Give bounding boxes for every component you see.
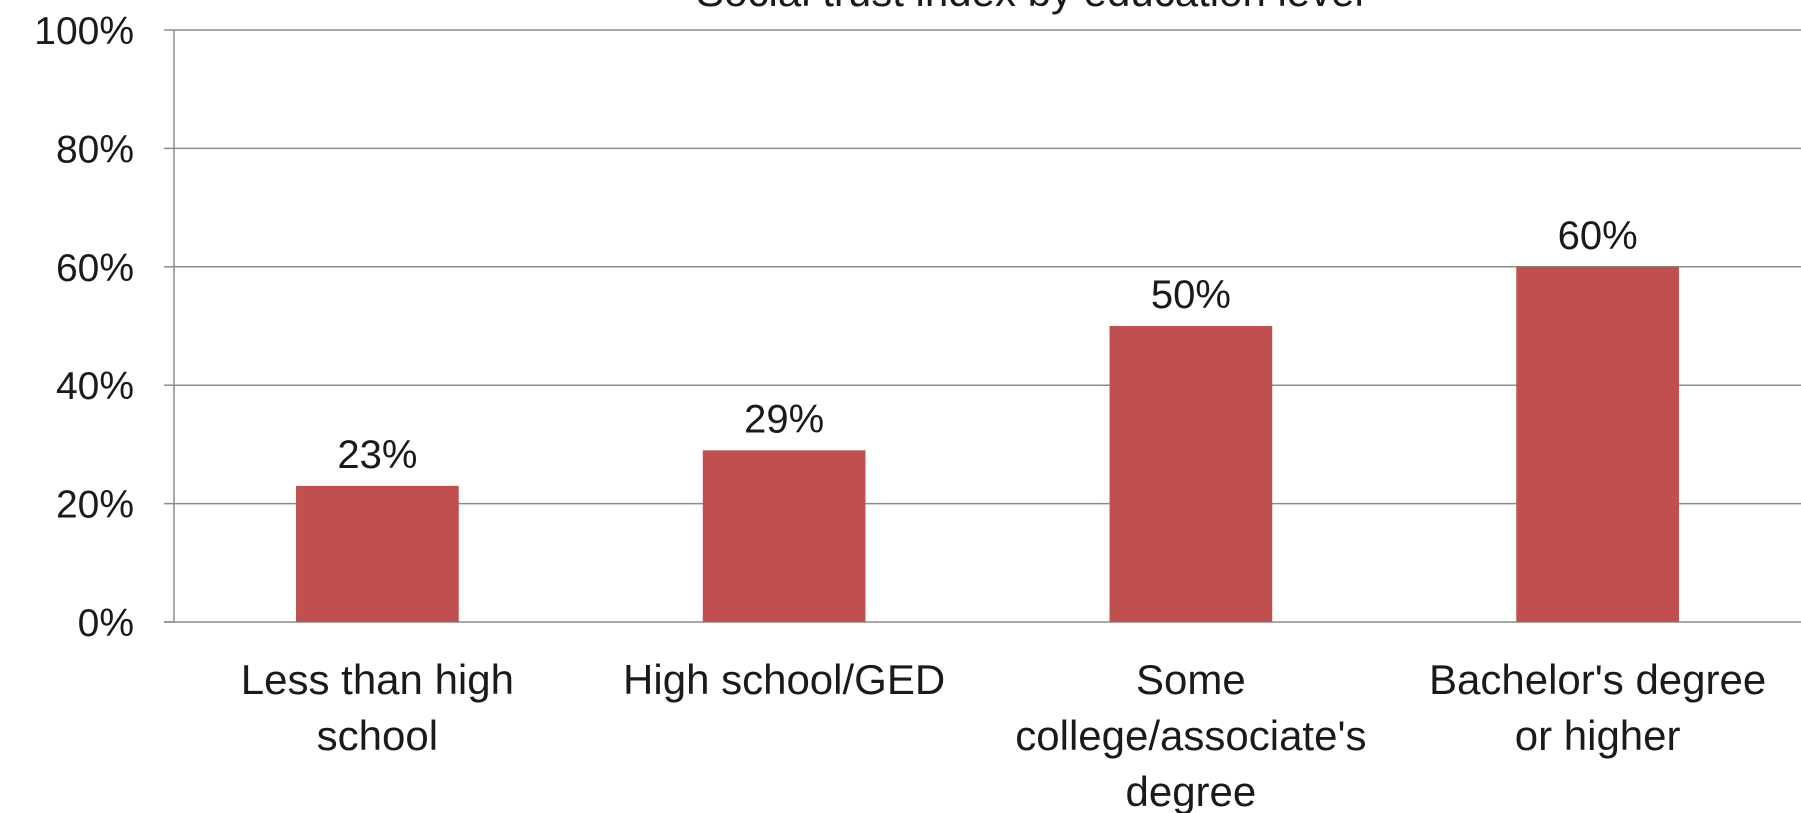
data-label: 23% [337,433,417,477]
bar [1109,326,1273,622]
x-category-label: High school/GED [623,656,945,703]
x-category-label-line: school [317,712,438,759]
y-tick-label: 60% [56,247,134,290]
chart-title-layer: Social trust index by education level [696,0,1364,15]
y-tick-label: 0% [78,602,134,645]
chart-title: Social trust index by education level [696,0,1364,15]
x-category-label-line: High school/GED [623,656,945,703]
y-tick-label: 100% [34,10,134,53]
bars [296,266,1679,622]
bar [296,485,459,622]
x-category-label: Bachelor's degree or higher [1429,656,1766,759]
x-category-label: Less than high school [241,656,514,759]
y-tick-label: 80% [56,128,134,171]
labels: 0% 20% 40% 60% 80% 100% 23% Less than high schoo… [34,10,1766,813]
x-category-label-line: degree [1125,768,1256,813]
data-label: 60% [1558,214,1638,258]
x-category-label-line: Bachelor's degree [1429,656,1766,703]
x-category-label-line: Some [1136,656,1246,703]
data-label: 50% [1151,273,1231,317]
y-tick-label: 40% [56,365,134,408]
x-category-label-line: college/associate's [1015,712,1366,759]
y-tick-label: 20% [56,484,134,527]
bar [702,450,866,622]
data-label: 29% [744,397,824,441]
x-category-label: Some college/associate's degree [1015,656,1366,813]
x-category-label-line: or higher [1515,712,1681,759]
x-category-label-line: Less than high [241,656,514,703]
bar [1516,266,1679,622]
